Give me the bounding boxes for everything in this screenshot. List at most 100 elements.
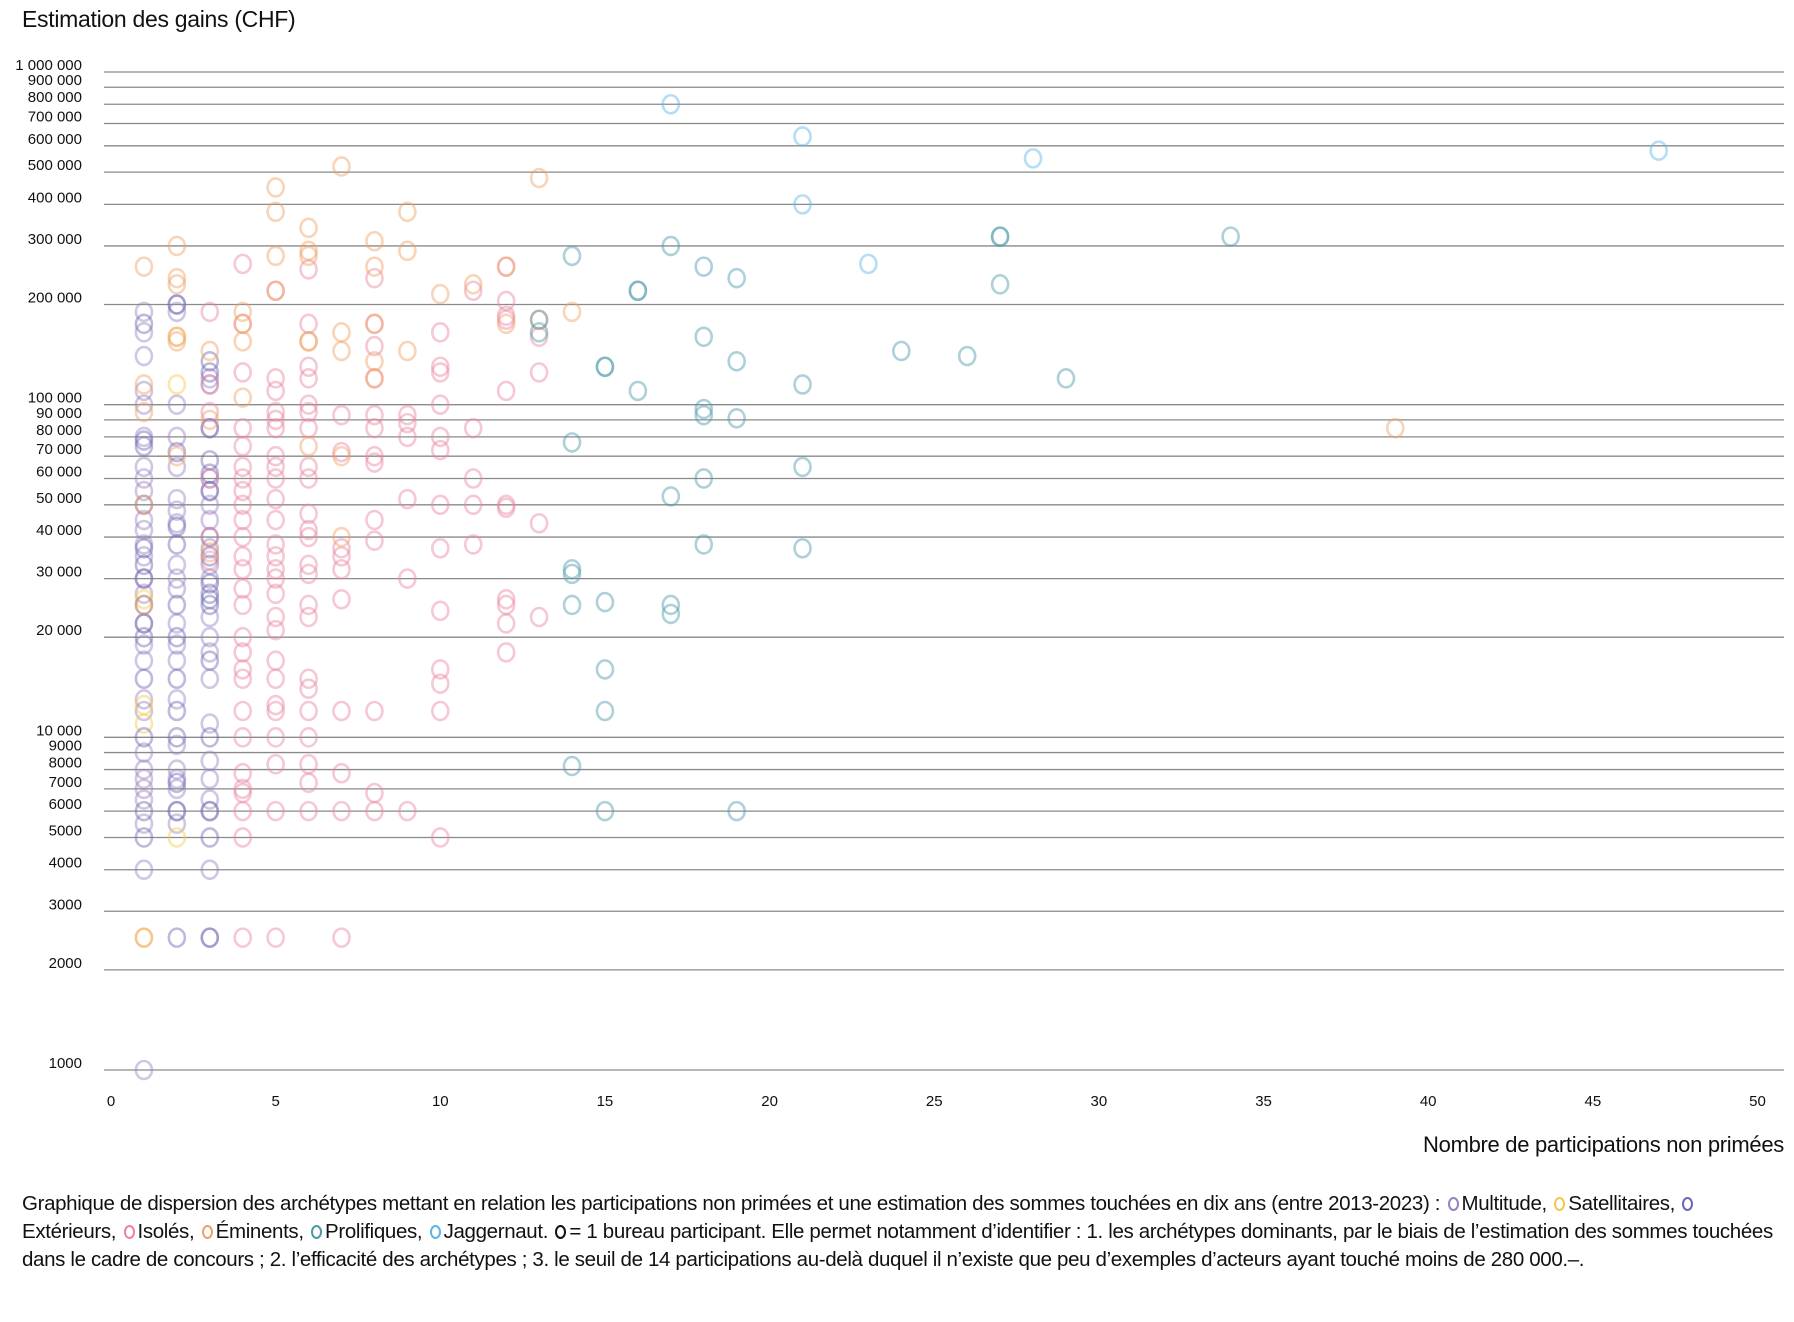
- data-point: [430, 362, 450, 383]
- data-point: [299, 245, 318, 267]
- data-point: [200, 468, 220, 489]
- data-point: [365, 230, 384, 252]
- data-point: [200, 789, 220, 810]
- data-point: [167, 613, 187, 634]
- data-point: [299, 468, 318, 489]
- data-point: [200, 541, 220, 563]
- data-point: [430, 322, 450, 343]
- data-point: [167, 768, 187, 790]
- data-point: [266, 245, 285, 267]
- data-point: [463, 274, 483, 295]
- data-point: [266, 534, 285, 555]
- data-points: [134, 93, 1669, 1081]
- y-tick-label: 500 000: [28, 157, 82, 174]
- data-point: [332, 445, 351, 467]
- data-point: [167, 326, 187, 348]
- data-point: [200, 526, 220, 548]
- data-point: [266, 668, 285, 690]
- data-point: [430, 600, 450, 622]
- data-point: [134, 509, 154, 531]
- data-point: [595, 659, 615, 680]
- data-point: [562, 301, 582, 323]
- data-point: [266, 380, 285, 402]
- data-point: [167, 594, 187, 616]
- data-point: [430, 538, 450, 559]
- legend-label: Extérieurs,: [22, 1220, 117, 1243]
- series-éminents: [134, 156, 1405, 948]
- data-point: [200, 417, 220, 439]
- data-point: [266, 700, 285, 722]
- data-point: [200, 480, 220, 502]
- data-point: [299, 678, 318, 700]
- data-point: [233, 387, 253, 408]
- data-point: [233, 827, 253, 848]
- data-point: [595, 356, 615, 378]
- y-tick-label: 40 000: [36, 522, 82, 539]
- data-point: [562, 563, 582, 585]
- y-tick-label: 7000: [49, 774, 82, 791]
- data-point: [233, 313, 253, 335]
- data-point: [200, 374, 220, 395]
- data-point: [167, 813, 187, 835]
- data-point: [365, 509, 384, 531]
- data-point: [628, 380, 648, 402]
- data-point: [398, 201, 417, 223]
- data-point: [233, 253, 253, 275]
- data-point: [365, 313, 384, 335]
- x-tick-label: 5: [271, 1093, 279, 1110]
- data-point: [200, 827, 220, 848]
- data-point: [200, 480, 220, 502]
- data-point: [365, 351, 384, 372]
- data-point: [332, 558, 351, 580]
- data-point: [463, 494, 483, 516]
- data-point: [793, 538, 812, 559]
- data-point: [167, 772, 187, 794]
- x-tick-label: 45: [1585, 1093, 1602, 1110]
- data-point: [562, 432, 582, 453]
- data-point: [200, 351, 220, 372]
- data-point: [529, 362, 549, 383]
- y-tick-label: 700 000: [28, 109, 82, 126]
- data-point: [266, 280, 285, 302]
- data-point: [200, 588, 220, 610]
- data-point: [200, 554, 220, 576]
- data-point: [628, 280, 648, 302]
- y-tick-label: 80 000: [36, 422, 82, 439]
- data-point: [266, 509, 285, 531]
- data-point: [694, 398, 714, 420]
- data-point: [299, 331, 318, 352]
- data-point: [233, 800, 253, 822]
- legend-item: Multitude,: [1446, 1192, 1547, 1215]
- circle-icon: [1554, 1197, 1566, 1211]
- data-point: [365, 256, 384, 277]
- data-point: [694, 468, 714, 489]
- data-point: [595, 356, 615, 378]
- data-point: [233, 331, 253, 352]
- data-point: [233, 468, 253, 489]
- caption: Graphique de dispersion des archétypes m…: [22, 1190, 1784, 1274]
- legend-item: Isolés,: [122, 1220, 195, 1243]
- data-point: [266, 401, 285, 423]
- data-point: [167, 394, 187, 415]
- data-point: [332, 588, 351, 610]
- data-point: [299, 594, 318, 616]
- data-point: [233, 509, 253, 531]
- data-point: [727, 407, 746, 429]
- data-point: [1023, 148, 1043, 169]
- data-point: [167, 374, 187, 395]
- data-point: [233, 659, 253, 680]
- data-point: [266, 546, 285, 567]
- data-point: [200, 450, 220, 471]
- data-point: [299, 356, 318, 378]
- data-point: [299, 331, 318, 352]
- legend-label: Multitude,: [1461, 1192, 1548, 1215]
- data-point: [134, 927, 154, 948]
- data-point: [628, 280, 648, 302]
- x-tick-label: 25: [926, 1093, 943, 1110]
- data-point: [365, 368, 384, 389]
- data-point: [332, 441, 351, 463]
- y-tick-label: 200 000: [28, 290, 82, 307]
- x-tick-label: 35: [1255, 1093, 1272, 1110]
